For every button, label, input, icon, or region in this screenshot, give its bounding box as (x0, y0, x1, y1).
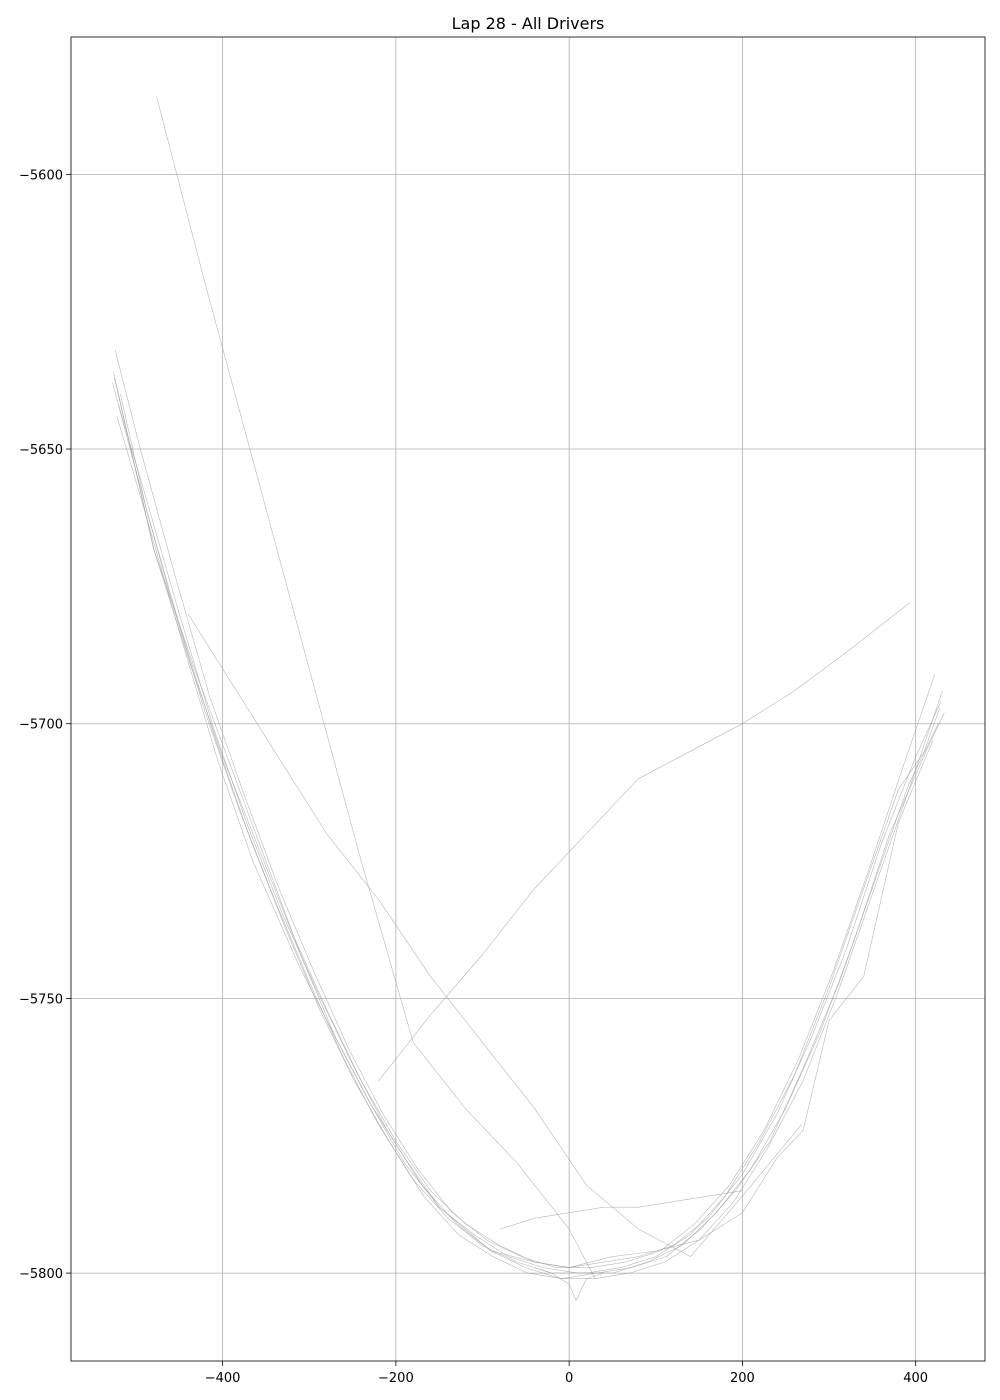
driver-trace-line (113, 383, 940, 1273)
y-tick-label: −5700 (19, 718, 63, 733)
axis-ticks: −400 −200 0 200 400 −5600 −5650 −5700 −5750 −5800 (19, 168, 928, 1386)
x-tick-label: 400 (903, 1371, 928, 1386)
x-tick-label: −400 (205, 1371, 241, 1386)
driver-trace-line (117, 416, 933, 1268)
y-tick-label: −5650 (19, 443, 63, 458)
driver-trace-line (188, 614, 801, 1257)
driver-trace-line (114, 378, 941, 1268)
driver-trace-line (379, 603, 910, 1081)
y-tick-label: −5750 (19, 992, 63, 1007)
grid-lines (71, 37, 985, 1361)
driver-trace-line (115, 350, 935, 1268)
x-tick-label: 0 (565, 1371, 573, 1386)
x-tick-label: 200 (730, 1371, 755, 1386)
y-tick-label: −5600 (19, 168, 63, 183)
chart-title: Lap 28 - All Drivers (452, 14, 605, 33)
plot-traces (113, 97, 945, 1300)
driver-trace-line (119, 405, 943, 1279)
plot-frame (71, 37, 985, 1361)
driver-trace-line (114, 372, 945, 1273)
y-tick-label: −5800 (19, 1267, 63, 1282)
driver-trace-line (120, 394, 938, 1279)
x-tick-label: −200 (378, 1371, 414, 1386)
